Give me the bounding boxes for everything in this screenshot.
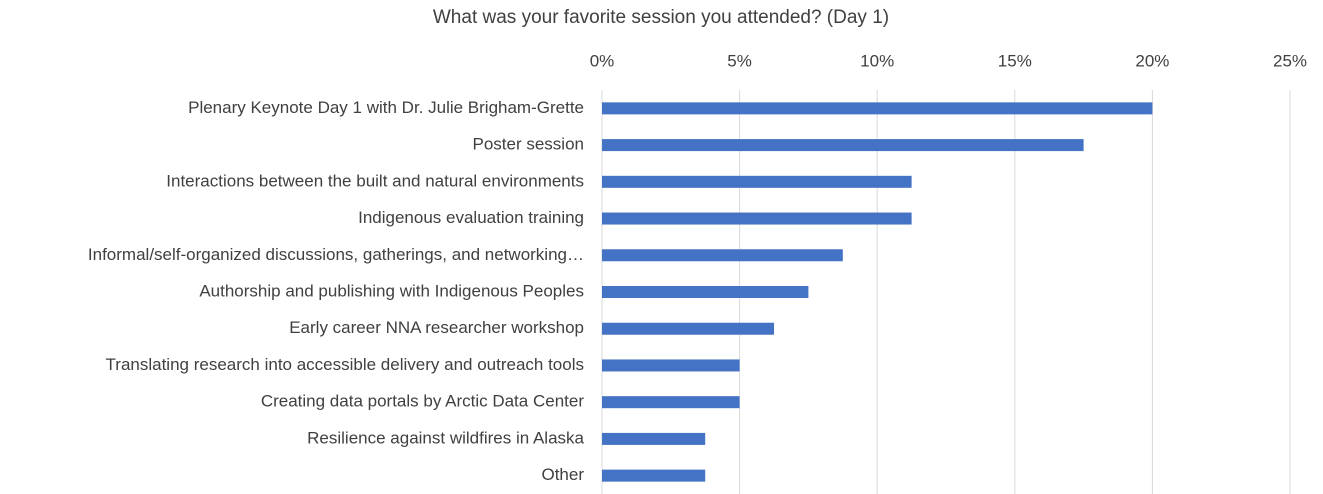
y-tick-label: Translating research into accessible del… xyxy=(106,355,584,374)
y-tick-label: Other xyxy=(541,465,584,484)
bar xyxy=(602,102,1153,115)
bar xyxy=(602,322,774,335)
y-tick-label: Early career NNA researcher workshop xyxy=(289,318,584,337)
y-tick-label: Plenary Keynote Day 1 with Dr. Julie Bri… xyxy=(188,98,584,117)
x-tick-label: 20% xyxy=(1135,51,1169,70)
y-tick-label: Creating data portals by Arctic Data Cen… xyxy=(261,392,584,411)
bar xyxy=(602,139,1084,152)
y-tick-label: Resilience against wildfires in Alaska xyxy=(307,428,584,447)
x-tick-label: 0% xyxy=(590,51,615,70)
x-tick-label: 25% xyxy=(1273,51,1307,70)
bar xyxy=(602,249,843,262)
x-tick-label: 15% xyxy=(998,51,1032,70)
chart-title: What was your favorite session you atten… xyxy=(433,7,889,28)
y-tick-label: Authorship and publishing with Indigenou… xyxy=(199,281,584,300)
bar xyxy=(602,212,912,225)
y-tick-label: Informal/self-organized discussions, gat… xyxy=(88,245,584,264)
bar xyxy=(602,432,706,445)
x-tick-label: 5% xyxy=(727,51,752,70)
y-tick-label: Poster session xyxy=(473,135,585,154)
bar xyxy=(602,396,740,409)
y-tick-label: Interactions between the built and natur… xyxy=(166,171,584,190)
bar xyxy=(602,286,809,298)
bar xyxy=(602,175,912,188)
y-tick-label: Indigenous evaluation training xyxy=(358,208,584,227)
x-tick-label: 10% xyxy=(860,51,894,70)
bar xyxy=(602,359,740,372)
bar xyxy=(602,469,706,482)
